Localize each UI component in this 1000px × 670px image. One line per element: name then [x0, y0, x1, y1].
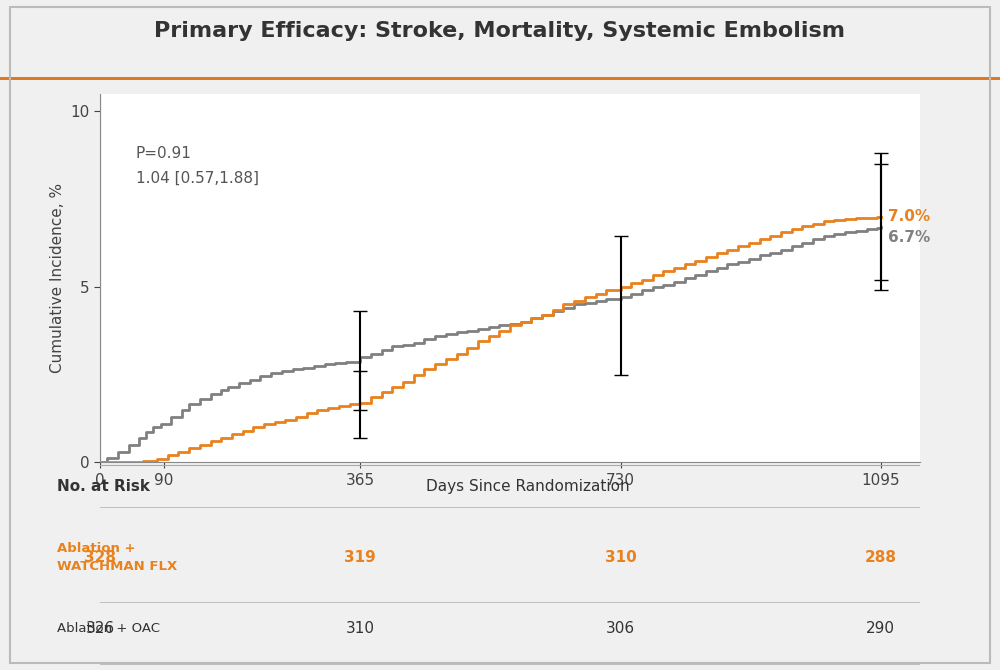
Y-axis label: Cumulative Incidence, %: Cumulative Incidence, % — [50, 183, 65, 373]
Text: 326: 326 — [85, 621, 115, 636]
Text: 7.0%: 7.0% — [888, 209, 930, 224]
Text: 288: 288 — [865, 550, 897, 565]
Text: P=0.91
1.04 [0.57,1.88]: P=0.91 1.04 [0.57,1.88] — [136, 147, 259, 186]
Text: Ablation +
WATCHMAN FLX: Ablation + WATCHMAN FLX — [57, 542, 177, 573]
Text: 306: 306 — [606, 621, 635, 636]
Text: 290: 290 — [866, 621, 895, 636]
Text: 319: 319 — [344, 550, 376, 565]
Text: Ablation + OAC: Ablation + OAC — [57, 622, 160, 635]
Text: 6.7%: 6.7% — [888, 230, 930, 245]
Text: 328: 328 — [84, 550, 116, 565]
Text: 310: 310 — [605, 550, 636, 565]
Text: 310: 310 — [346, 621, 375, 636]
Text: No. at Risk: No. at Risk — [57, 478, 150, 494]
Text: Days Since Randomization: Days Since Randomization — [426, 478, 630, 494]
Text: Primary Efficacy: Stroke, Mortality, Systemic Embolism: Primary Efficacy: Stroke, Mortality, Sys… — [154, 21, 846, 41]
